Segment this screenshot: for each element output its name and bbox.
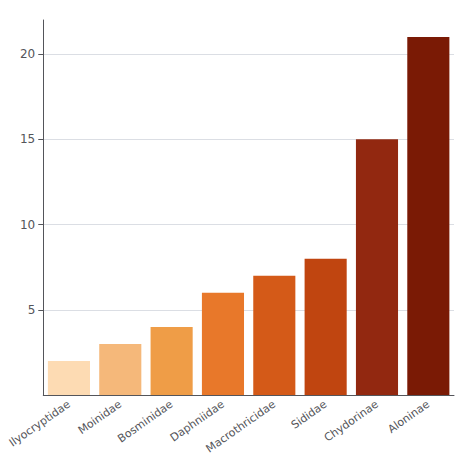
svg-text:Daphniidae: Daphniidae [167, 397, 227, 445]
svg-text:15: 15 [20, 132, 35, 146]
svg-text:20: 20 [20, 47, 35, 61]
svg-text:Bosminidae: Bosminidae [115, 398, 175, 446]
svg-text:5: 5 [28, 303, 36, 317]
svg-text:Chydorinae: Chydorinae [322, 398, 381, 445]
svg-text:10: 10 [20, 218, 35, 232]
svg-text:Aloninae: Aloninae [385, 398, 432, 436]
svg-text:Ilyocryptidae: Ilyocryptidae [7, 398, 73, 450]
svg-text:Moinidae: Moinidae [76, 398, 124, 437]
svg-text:Sididae: Sididae [289, 398, 330, 432]
svg-text:Macrothricidae: Macrothricidae [204, 398, 279, 456]
